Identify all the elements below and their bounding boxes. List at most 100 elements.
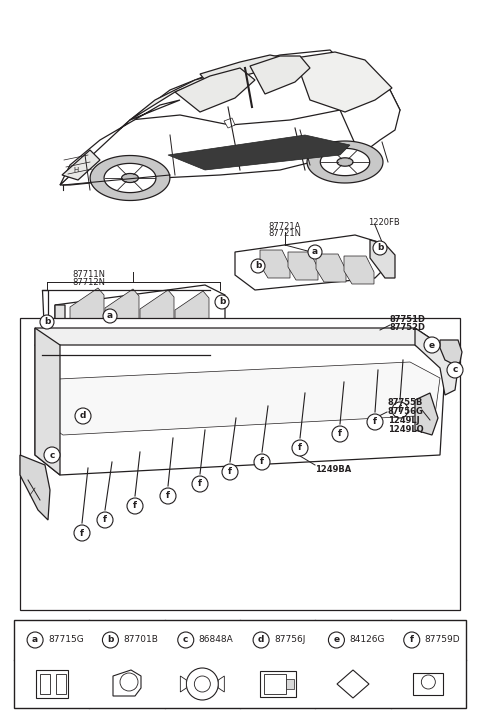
Text: 87755B: 87755B [388, 398, 423, 407]
Circle shape [332, 426, 348, 442]
Text: c: c [183, 636, 189, 644]
Circle shape [75, 408, 91, 424]
Polygon shape [140, 290, 174, 364]
Circle shape [194, 676, 210, 692]
Text: 1249LQ: 1249LQ [388, 425, 424, 434]
Text: f: f [260, 458, 264, 467]
Circle shape [127, 498, 143, 514]
Text: 86848A: 86848A [199, 636, 233, 644]
Polygon shape [55, 305, 65, 365]
Polygon shape [38, 362, 440, 435]
Circle shape [102, 632, 119, 648]
Polygon shape [60, 75, 400, 185]
Text: a: a [107, 311, 113, 321]
Circle shape [215, 295, 229, 309]
Text: f: f [373, 417, 377, 427]
Text: 87756G: 87756G [388, 407, 424, 416]
Text: a: a [312, 248, 318, 256]
Circle shape [292, 440, 308, 456]
Text: 87751D: 87751D [390, 315, 426, 324]
Polygon shape [288, 252, 318, 280]
Polygon shape [35, 328, 60, 475]
Text: 1249BA: 1249BA [315, 465, 351, 474]
Text: 87711N: 87711N [72, 270, 105, 279]
Text: 87701B: 87701B [123, 636, 158, 644]
Bar [264, 674, 286, 694]
Polygon shape [344, 256, 374, 284]
Circle shape [308, 245, 322, 259]
Circle shape [404, 632, 420, 648]
Circle shape [253, 632, 269, 648]
Polygon shape [105, 289, 139, 363]
Text: f: f [80, 528, 84, 538]
Bar [40, 674, 49, 694]
Text: 84126G: 84126G [349, 636, 385, 644]
Polygon shape [295, 52, 392, 112]
Text: 87756J: 87756J [274, 636, 305, 644]
Polygon shape [70, 288, 104, 362]
Text: a: a [32, 636, 38, 644]
Polygon shape [104, 163, 156, 193]
Polygon shape [307, 141, 383, 183]
Bar [14, 620, 466, 708]
Polygon shape [42, 290, 48, 355]
Circle shape [103, 309, 117, 323]
Polygon shape [20, 318, 460, 610]
Circle shape [328, 632, 345, 648]
Polygon shape [20, 455, 50, 520]
Text: 87712N: 87712N [72, 278, 105, 287]
Polygon shape [121, 173, 138, 183]
Polygon shape [224, 118, 235, 128]
Polygon shape [168, 135, 350, 170]
Circle shape [367, 414, 383, 430]
Circle shape [222, 464, 238, 480]
Polygon shape [235, 235, 385, 290]
Bar [260, 671, 296, 697]
Text: e: e [334, 636, 339, 644]
Bar [56, 674, 66, 694]
Circle shape [192, 476, 208, 492]
Polygon shape [35, 328, 445, 373]
Polygon shape [180, 676, 186, 692]
Polygon shape [337, 158, 353, 166]
Circle shape [120, 673, 138, 691]
Text: e: e [429, 341, 435, 349]
Text: f: f [398, 405, 402, 415]
Polygon shape [440, 340, 462, 365]
Text: 87721A: 87721A [269, 222, 301, 231]
Circle shape [160, 488, 176, 504]
Text: f: f [133, 501, 137, 511]
Text: f: f [298, 443, 302, 453]
Polygon shape [175, 68, 255, 112]
Text: H: H [73, 167, 79, 173]
Bar [413, 673, 444, 695]
Text: 87752D: 87752D [390, 323, 426, 332]
Text: f: f [410, 636, 414, 644]
Text: d: d [258, 636, 264, 644]
Text: 87721N: 87721N [268, 229, 301, 238]
Polygon shape [175, 291, 209, 365]
Polygon shape [340, 80, 400, 155]
Text: 1220FB: 1220FB [368, 218, 400, 227]
Text: 87715G: 87715G [48, 636, 84, 644]
Text: f: f [228, 468, 232, 477]
Polygon shape [200, 55, 295, 80]
Polygon shape [130, 50, 390, 125]
Text: f: f [166, 491, 170, 500]
Circle shape [421, 675, 435, 689]
Text: b: b [44, 317, 50, 326]
Polygon shape [62, 150, 100, 180]
Circle shape [74, 525, 90, 541]
Bar [36, 670, 68, 698]
Circle shape [186, 668, 218, 700]
Text: c: c [452, 365, 458, 374]
Circle shape [178, 632, 194, 648]
Text: f: f [103, 516, 107, 525]
Polygon shape [55, 285, 225, 365]
Polygon shape [415, 328, 460, 395]
Polygon shape [260, 250, 290, 278]
Circle shape [97, 512, 113, 528]
Text: b: b [255, 261, 261, 271]
Circle shape [392, 402, 408, 418]
Text: c: c [49, 450, 55, 460]
